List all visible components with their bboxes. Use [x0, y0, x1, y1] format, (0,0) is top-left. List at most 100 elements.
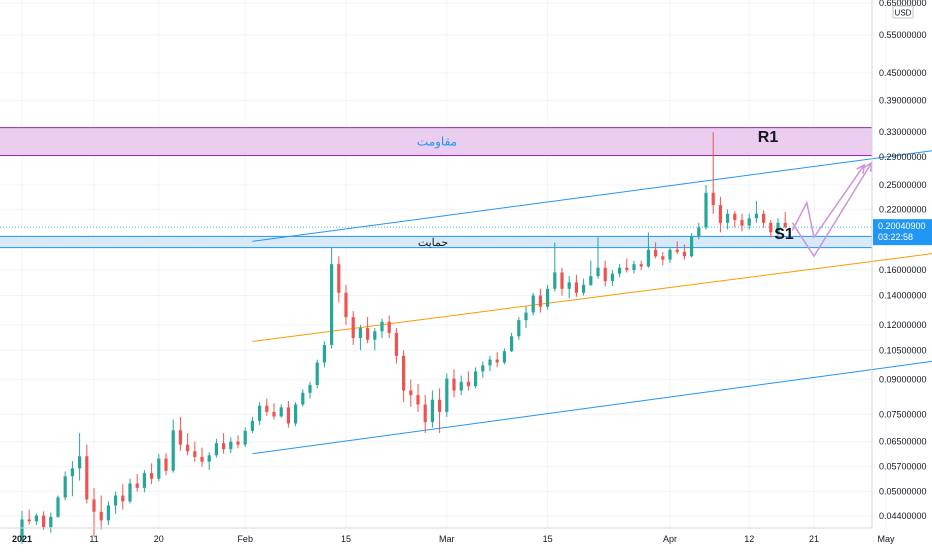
candle-body	[632, 264, 636, 271]
x-tick-label: 11	[89, 534, 98, 544]
candle-body	[373, 331, 377, 340]
candle-body	[675, 249, 679, 252]
candle-body	[301, 392, 305, 405]
candle-body	[243, 430, 247, 445]
projections	[791, 161, 873, 258]
candle-body	[63, 476, 67, 498]
candle-body	[646, 249, 650, 267]
candle-body	[618, 267, 622, 274]
candle-body	[474, 371, 478, 387]
candle-body	[510, 336, 514, 352]
countdown-timer: 03:22:58	[878, 232, 913, 242]
candle-body	[524, 312, 528, 321]
candle-body	[99, 511, 103, 521]
candle-body	[164, 458, 168, 471]
trendline-channel-mid	[252, 253, 932, 342]
candle-body	[488, 359, 492, 366]
candle-body	[178, 430, 182, 445]
candle-body	[344, 292, 348, 318]
candle-body	[135, 483, 139, 488]
y-tick-label: 0.04400000	[879, 511, 927, 521]
candle-body	[387, 321, 391, 333]
candle-body	[697, 227, 701, 237]
candle-body	[250, 420, 254, 431]
candle-body	[502, 351, 506, 363]
trendline-channel-top	[252, 150, 932, 242]
projection-arrowhead	[856, 163, 866, 174]
y-tick-label: 0.05000000	[879, 487, 927, 497]
x-tick-label: Feb	[237, 534, 253, 544]
candle-body	[322, 344, 326, 363]
x-tick-label: 2021	[12, 534, 32, 544]
currency-label: USD	[895, 9, 912, 18]
candle-body	[531, 295, 535, 313]
zone-label-s1: حمایت	[418, 237, 448, 249]
x-tick-label: 20	[154, 534, 164, 544]
zone-r1	[0, 127, 872, 156]
candle-body	[481, 365, 485, 372]
y-tick-label: 0.55000000	[879, 30, 927, 40]
current-price-badge	[873, 219, 932, 246]
y-tick-label: 0.29000000	[879, 152, 927, 162]
candle-body	[783, 222, 787, 228]
y-tick-label: 0.33000000	[879, 127, 927, 137]
candle-body	[625, 267, 629, 271]
currency-badge[interactable]: USD	[892, 5, 914, 19]
x-tick-label: 15	[543, 534, 553, 544]
candle-body	[142, 473, 146, 488]
candle-body	[596, 267, 600, 277]
candle-body	[747, 218, 751, 226]
candle-body	[279, 407, 283, 417]
candle-body	[121, 495, 125, 502]
candle-body	[762, 213, 766, 223]
candle-body	[430, 399, 434, 423]
grid	[0, 0, 887, 528]
candle-body	[27, 519, 31, 522]
candle-body	[128, 483, 132, 502]
candle-body	[49, 516, 53, 528]
candle-body	[114, 495, 118, 506]
candle-body	[704, 192, 708, 228]
candle-body	[726, 213, 730, 223]
current-price-value: 0.20040900	[878, 221, 926, 231]
candle-body	[207, 455, 211, 462]
y-tick-label: 0.09000000	[879, 375, 927, 385]
zone-label-r1: مقاومت	[417, 135, 457, 149]
candle-body	[718, 205, 722, 223]
candle-body	[574, 282, 578, 293]
candle-body	[358, 328, 362, 339]
candle-body	[272, 411, 276, 417]
candle-body	[42, 515, 46, 528]
candle-body	[495, 359, 499, 363]
x-tick-label: Apr	[663, 534, 677, 544]
candle-body	[150, 473, 154, 479]
candle-body	[567, 282, 571, 289]
candle-body	[538, 295, 542, 307]
y-tick-label: 0.14000000	[879, 290, 927, 300]
projection-path-up	[791, 164, 866, 240]
candle-body	[639, 264, 643, 267]
currency-badge-box	[892, 5, 914, 19]
zone-s1	[0, 236, 872, 248]
x-tick-label: May	[877, 534, 895, 544]
y-tick-label: 0.65000000	[879, 0, 927, 8]
candle-body	[654, 249, 658, 257]
trendline-channel-bottom	[252, 360, 932, 455]
candle-body	[690, 236, 694, 257]
y-tick-label: 0.07500000	[879, 409, 927, 419]
candle-body	[416, 395, 420, 405]
x-tick-label: 21	[809, 534, 819, 544]
candle-body	[236, 441, 240, 445]
y-tick-label: 0.10500000	[879, 345, 927, 355]
y-tick-label: 0.39000000	[879, 95, 927, 105]
candle-body	[740, 220, 744, 226]
candle-body	[85, 456, 89, 500]
candle-body	[423, 404, 427, 423]
y-tick-label: 0.12000000	[879, 320, 927, 330]
candle-body	[70, 468, 74, 477]
candle-body	[560, 272, 564, 289]
candle-body	[402, 355, 406, 391]
candle-body	[200, 456, 204, 462]
